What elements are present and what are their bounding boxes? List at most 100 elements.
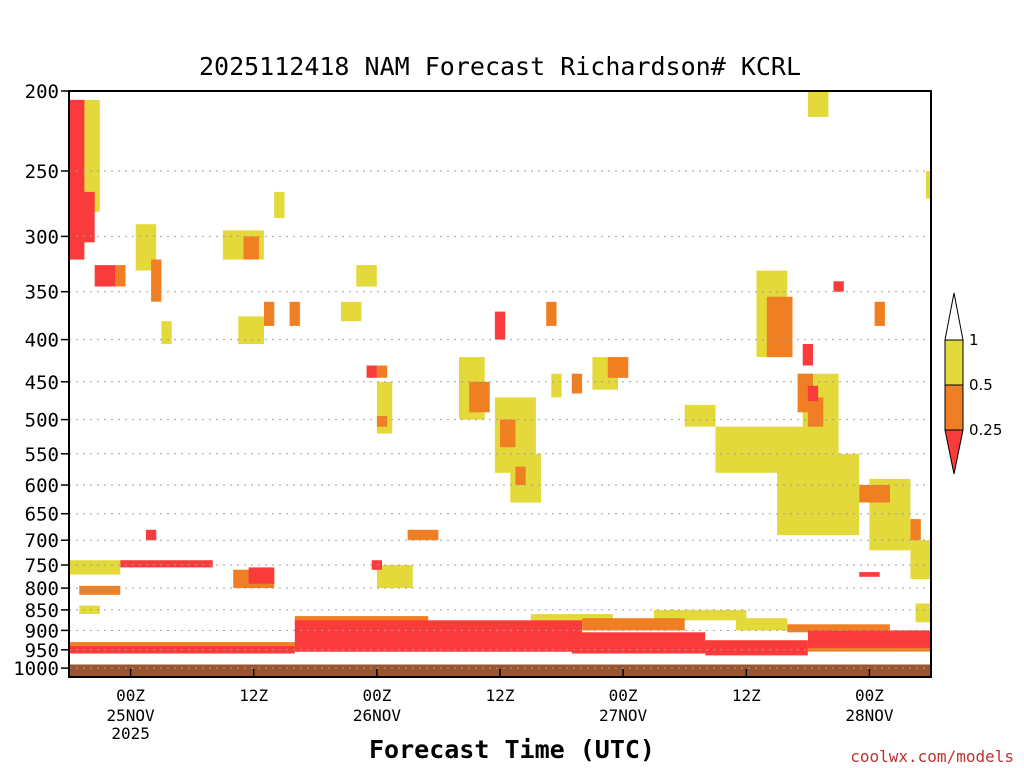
ri-cell-red bbox=[366, 365, 377, 378]
y-tick-label: 700 bbox=[25, 530, 59, 552]
y-tick-label: 200 bbox=[25, 81, 59, 103]
ri-cell-yellow bbox=[161, 321, 172, 344]
y-tick-label: 800 bbox=[25, 578, 59, 600]
ri-cell-yellow bbox=[736, 618, 788, 631]
ri-cell-red bbox=[294, 620, 583, 652]
ri-cell-red bbox=[571, 632, 706, 654]
ri-cell-orange bbox=[607, 357, 629, 378]
x-axis-title: Forecast Time (UTC) bbox=[369, 735, 655, 764]
ri-cell-red bbox=[494, 311, 506, 340]
ri-cell-red bbox=[833, 281, 844, 292]
ri-cell-red bbox=[859, 572, 880, 577]
x-tick-label: 12Z bbox=[239, 686, 268, 705]
ri-cell-orange bbox=[571, 373, 583, 394]
y-tick-label: 600 bbox=[25, 475, 59, 497]
ri-cell-yellow bbox=[551, 373, 562, 398]
ri-cell-yellow bbox=[376, 565, 413, 589]
heatmap-cells bbox=[69, 91, 931, 656]
ri-cell-orange bbox=[469, 381, 490, 413]
y-tick-label: 1000 bbox=[13, 658, 59, 680]
ri-cell-yellow bbox=[135, 224, 157, 271]
x-tick-date: 27NOV bbox=[599, 706, 648, 725]
x-tick-label: 00Z bbox=[362, 686, 391, 705]
y-tick-label: 650 bbox=[25, 504, 59, 526]
ri-cell-orange bbox=[115, 265, 126, 287]
x-tick-label: 00Z bbox=[609, 686, 638, 705]
ri-cell-orange bbox=[874, 301, 885, 326]
legend-top-arrow bbox=[944, 292, 964, 341]
ri-cell-red bbox=[69, 191, 95, 243]
ri-cell-red bbox=[120, 560, 213, 568]
ri-cell-yellow bbox=[653, 609, 747, 621]
x-tick-label: 12Z bbox=[732, 686, 761, 705]
x-tick-date: 28NOV bbox=[845, 706, 894, 725]
ri-cell-yellow bbox=[807, 91, 829, 117]
ri-cell-orange bbox=[787, 624, 890, 633]
y-tick-label: 300 bbox=[25, 226, 59, 248]
chart-title: 2025112418 NAM Forecast Richardson# KCRL bbox=[199, 52, 801, 81]
ri-cell-red bbox=[371, 560, 382, 570]
legend-orange-box bbox=[944, 384, 964, 431]
ri-cell-yellow bbox=[684, 404, 716, 427]
ri-cell-red bbox=[705, 640, 808, 656]
x-tick-date: 25NOV bbox=[107, 706, 156, 725]
ri-cell-orange bbox=[910, 519, 921, 541]
legend-label: 0.25 bbox=[969, 421, 1002, 439]
x-tick-date: 26NOV bbox=[353, 706, 402, 725]
ri-cell-orange bbox=[407, 529, 439, 541]
ri-cell-yellow bbox=[530, 614, 613, 623]
ri-cell-red bbox=[802, 344, 813, 366]
legend-yellow-box bbox=[944, 339, 964, 386]
ri-cell-orange bbox=[151, 259, 162, 302]
ri-cell-orange bbox=[500, 419, 516, 448]
x-tick-label: 00Z bbox=[116, 686, 145, 705]
ri-cell-red bbox=[807, 630, 931, 648]
y-tick-label: 400 bbox=[25, 330, 59, 352]
y-tick-label: 500 bbox=[25, 410, 59, 432]
ri-cell-orange bbox=[79, 585, 121, 595]
ri-cell-red bbox=[807, 385, 819, 402]
ri-cell-orange bbox=[515, 466, 526, 485]
ri-cell-orange bbox=[859, 485, 890, 503]
ri-cell-orange bbox=[546, 301, 557, 326]
x-tick-label: 00Z bbox=[855, 686, 884, 705]
ri-cell-red bbox=[94, 265, 116, 287]
ri-cell-yellow bbox=[910, 540, 931, 579]
ri-cell-orange bbox=[264, 301, 275, 326]
ri-cell-orange bbox=[243, 236, 259, 260]
y-tick-label: 900 bbox=[25, 620, 59, 642]
ri-cell-orange bbox=[807, 397, 824, 427]
ri-cell-yellow bbox=[356, 265, 377, 287]
ri-cell-yellow bbox=[915, 603, 931, 623]
ri-cell-yellow bbox=[79, 605, 100, 614]
x-tick-year: 2025 bbox=[111, 724, 150, 743]
ri-cell-orange bbox=[289, 301, 300, 326]
ri-cell-yellow bbox=[274, 191, 285, 218]
ri-cell-yellow bbox=[925, 171, 931, 199]
y-tick-label: 450 bbox=[25, 372, 59, 394]
color-legend: 1 0.5 0.25 bbox=[944, 292, 1002, 475]
ri-cell-yellow bbox=[340, 301, 362, 322]
legend-bottom-arrow bbox=[944, 429, 964, 475]
legend-label: 1 bbox=[969, 331, 979, 349]
y-tick-label: 750 bbox=[25, 555, 59, 577]
ri-cell-orange bbox=[376, 416, 388, 427]
ri-cell-yellow bbox=[777, 453, 860, 536]
y-tick-label: 850 bbox=[25, 600, 59, 622]
ri-cell-orange bbox=[766, 296, 793, 358]
ri-cell-red bbox=[146, 529, 157, 541]
legend-label: 0.5 bbox=[969, 376, 993, 394]
y-tick-label: 550 bbox=[25, 444, 59, 466]
credit-text: coolwx.com/models bbox=[850, 747, 1014, 766]
ri-cell-yellow bbox=[69, 560, 121, 575]
y-axis-labels: 200 250 300 350 400 450 500 550 600 650 700 7508008… bbox=[13, 81, 69, 680]
ri-cell-orange bbox=[582, 618, 685, 631]
x-tick-label: 12Z bbox=[486, 686, 515, 705]
ri-cell-red bbox=[248, 567, 275, 584]
y-tick-label: 250 bbox=[25, 161, 59, 183]
y-tick-label: 350 bbox=[25, 282, 59, 304]
y-tick-label: 950 bbox=[25, 640, 59, 662]
ri-cell-orange bbox=[294, 616, 429, 625]
